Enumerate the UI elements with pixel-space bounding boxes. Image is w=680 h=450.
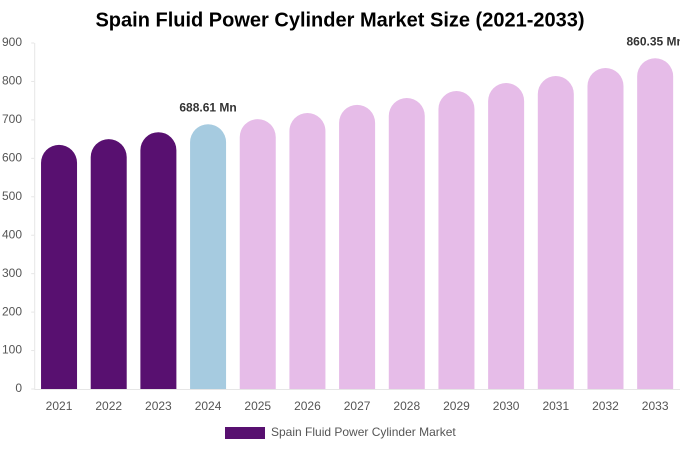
x-tick-label: 2029 [443,399,470,413]
bar [537,76,574,389]
x-tick-label: 2027 [344,399,371,413]
x-tick-label: 2033 [642,399,669,413]
bar [637,58,674,390]
bar [488,82,525,389]
x-tick-label: 2028 [393,399,420,413]
bar [239,119,276,389]
x-tick-label: 2032 [592,399,619,413]
x-tick-label: 2030 [493,399,520,413]
y-tick-label: 500 [2,189,22,203]
y-tick-label: 200 [2,304,22,318]
y-tick-label: 600 [2,151,22,165]
x-tick-label: 2022 [95,399,122,413]
bar [289,112,326,390]
y-tick-label: 300 [2,266,22,280]
y-tick-label: 400 [2,227,22,241]
bar [339,104,376,389]
x-tick-label: 2025 [244,399,271,413]
chart-title: Spain Fluid Power Cylinder Market Size (… [95,9,584,31]
bar [90,139,127,389]
x-tick-label: 2023 [145,399,172,413]
bar [190,124,227,390]
y-tick-label: 0 [15,381,22,395]
data-label: 860.35 Mn [626,34,680,48]
y-tick-label: 700 [2,112,22,126]
bar [438,91,475,390]
x-tick-label: 2021 [46,399,73,413]
legend-swatch [225,427,265,439]
x-tick-label: 2024 [195,399,222,413]
bar [140,132,177,390]
legend-label: Spain Fluid Power Cylinder Market [271,425,456,439]
y-tick-label: 900 [2,35,22,49]
x-tick-label: 2026 [294,399,321,413]
y-tick-label: 800 [2,74,22,88]
bar [41,144,78,389]
y-tick-label: 100 [2,343,22,357]
data-label: 688.61 Mn [179,100,236,114]
bar [388,97,425,389]
bar [587,67,624,389]
x-tick-label: 2031 [542,399,569,413]
